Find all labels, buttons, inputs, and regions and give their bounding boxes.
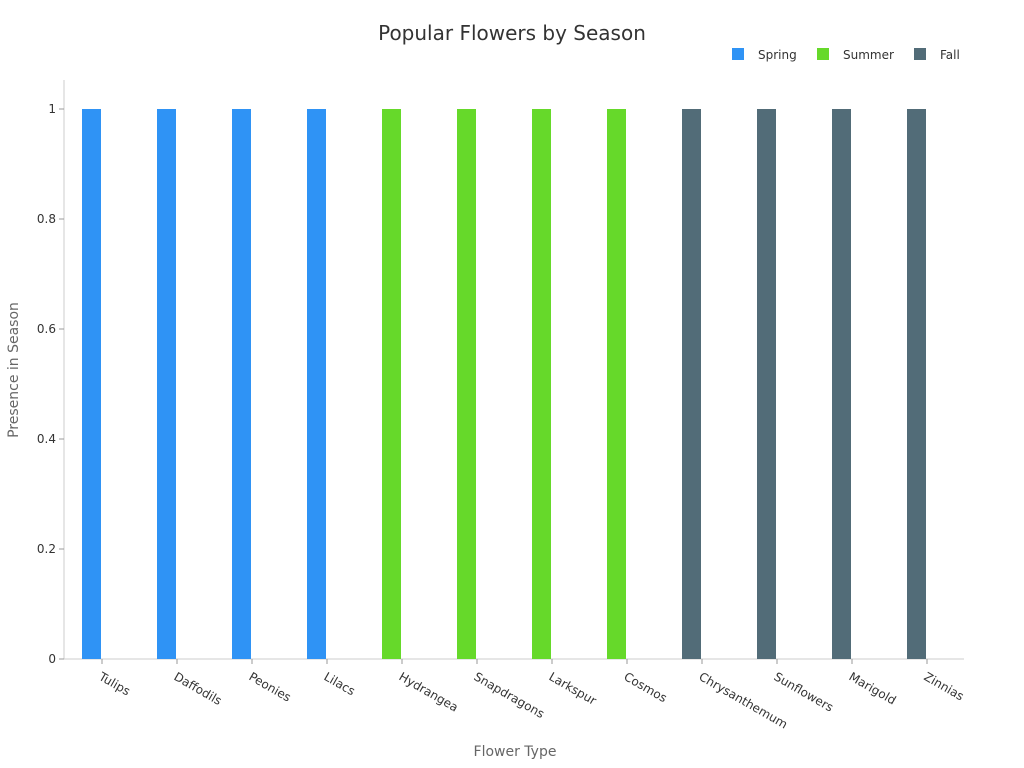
chart-title: Popular Flowers by Season — [378, 21, 646, 45]
x-tick-label: Hydrangea — [397, 669, 461, 714]
y-tick-label: 0.8 — [37, 212, 56, 226]
bar-spring-tulips[interactable] — [82, 109, 101, 659]
y-tick-label: 0.2 — [37, 542, 56, 556]
y-tick-label: 0.4 — [37, 432, 56, 446]
x-tick-label: Cosmos — [622, 669, 670, 705]
x-axis-title: Flower Type — [474, 744, 557, 760]
x-tick-label: Larkspur — [547, 669, 599, 707]
x-tick-label: Snapdragons — [472, 669, 547, 721]
x-tick-label: Tulips — [96, 669, 133, 698]
bar-spring-peonies[interactable] — [232, 109, 251, 659]
y-tick-label: 0.6 — [37, 322, 56, 336]
bar-summer-snapdragons[interactable] — [457, 109, 476, 659]
plot-area: 0 0.2 0.4 0.6 0.8 1 Tulips Daffodils Peonies Lila… — [37, 80, 966, 732]
legend-swatch-summer — [817, 48, 829, 60]
x-tick-label: Marigold — [847, 669, 899, 707]
bar-spring-daffodils[interactable] — [157, 109, 176, 659]
legend-label-summer: Summer — [843, 48, 894, 62]
legend-swatch-fall — [914, 48, 926, 60]
bar-summer-larkspur[interactable] — [532, 109, 551, 659]
x-tick-label: Lilacs — [322, 669, 358, 698]
bar-fall-chrysanthemum[interactable] — [682, 109, 701, 659]
x-tick-label: Zinnias — [922, 669, 967, 703]
legend-swatch-spring — [732, 48, 744, 60]
x-tick-label: Sunflowers — [772, 669, 836, 714]
bar-fall-sunflowers[interactable] — [757, 109, 776, 659]
legend-label-fall: Fall — [940, 48, 960, 62]
y-tick-label: 1 — [48, 102, 56, 116]
legend-label-spring: Spring — [758, 48, 797, 62]
y-axis-title: Presence in Season — [6, 302, 22, 438]
legend: Spring Summer Fall — [732, 48, 960, 62]
bar-summer-cosmos[interactable] — [607, 109, 626, 659]
bar-summer-hydrangea[interactable] — [382, 109, 401, 659]
x-tick-label: Peonies — [247, 669, 294, 704]
x-tick-label: Daffodils — [172, 669, 225, 707]
y-tick-label: 0 — [48, 652, 56, 666]
bar-spring-lilacs[interactable] — [307, 109, 326, 659]
bar-fall-marigold[interactable] — [832, 109, 851, 659]
bar-fall-zinnias[interactable] — [907, 109, 926, 659]
